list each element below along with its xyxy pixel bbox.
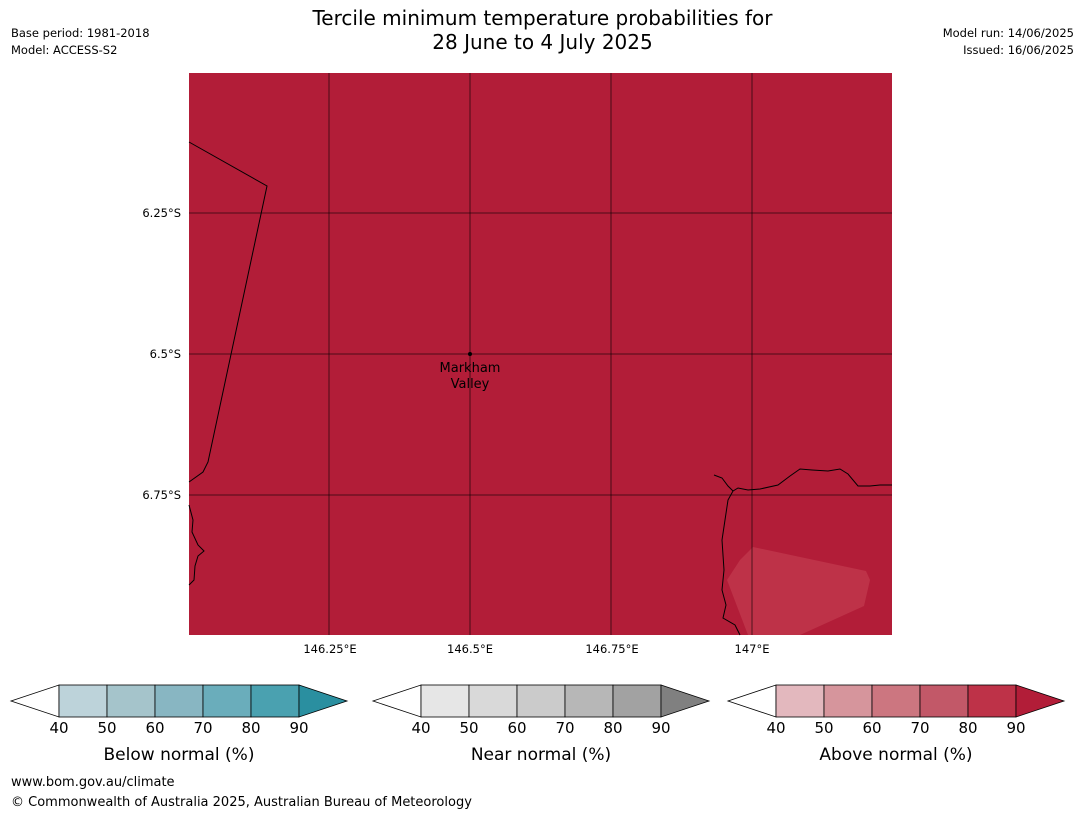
footer-url: www.bom.gov.au/climate — [11, 775, 175, 790]
colorbar-segment — [564, 684, 614, 718]
map-canvas: 6.25°S 6.5°S 6.75°S 146.25°E 146.5°E 146… — [142, 73, 892, 656]
title-line-1: Tercile minimum temperature probabilitie… — [312, 6, 773, 30]
colorbar-segment — [871, 684, 921, 718]
base-period: Base period: 1981-2018 — [11, 26, 150, 40]
colorbar-tick-label: 80 — [603, 719, 622, 737]
colorbar-segment — [823, 684, 873, 718]
border-line — [188, 141, 268, 483]
colorbar-tick-label: 50 — [97, 719, 116, 737]
lat-label: 6.25°S — [142, 206, 181, 220]
colorbar-tick-label: 90 — [1006, 719, 1025, 737]
colorbar-segment — [58, 684, 108, 718]
lon-label: 146.5°E — [447, 642, 493, 656]
place-name-line-2: Valley — [451, 377, 490, 392]
colorbar-extension-low — [726, 684, 777, 718]
colorbar-label-above: Above normal (%) — [819, 745, 973, 765]
colorbar-segment — [420, 684, 470, 718]
lat-label: 6.75°S — [142, 488, 181, 502]
colorbar-tick-label: 90 — [651, 719, 670, 737]
colorbar-tick-label: 80 — [958, 719, 977, 737]
colorbar-tick-label: 70 — [193, 719, 212, 737]
colorbar-segment — [154, 684, 204, 718]
title-line-2: 28 June to 4 July 2025 — [432, 30, 653, 54]
colorbar-tick-label: 70 — [910, 719, 929, 737]
colorbar-near-normal: 40 50 60 70 80 90 — [371, 684, 711, 737]
colorbar-segment — [250, 684, 300, 718]
map-title: Tercile minimum temperature probabilitie… — [0, 6, 1085, 54]
model-name: Model: ACCESS-S2 — [11, 43, 118, 57]
colorbar-segment — [967, 684, 1017, 718]
lat-label: 6.5°S — [150, 347, 181, 361]
colorbar-label-near: Near normal (%) — [470, 745, 612, 765]
issued-date: Issued: 16/06/2025 — [963, 43, 1074, 57]
model-info: Base period: 1981-2018 Model: ACCESS-S2 — [11, 25, 150, 59]
run-info: Model run: 14/06/2025 Issued: 16/06/2025 — [943, 25, 1074, 59]
colorbar-tick-label: 60 — [862, 719, 881, 737]
lon-label: 146.75°E — [585, 642, 638, 656]
lon-label: 147°E — [735, 642, 770, 656]
coastline-west — [188, 504, 205, 586]
colorbar-tick-label: 40 — [411, 719, 430, 737]
location-marker-icon — [468, 352, 472, 356]
colorbar-extension-high — [1015, 684, 1066, 718]
colorbar-segment — [775, 684, 825, 718]
colorbar-tick-label: 80 — [241, 719, 260, 737]
colorbar-label-below: Below normal (%) — [103, 745, 255, 765]
colorbar-segment — [468, 684, 518, 718]
footer-copyright: © Commonwealth of Australia 2025, Austra… — [11, 795, 472, 810]
colorbar-extension-low — [371, 684, 422, 718]
colorbar-segment — [202, 684, 252, 718]
model-run-date: Model run: 14/06/2025 — [942, 26, 1074, 40]
colorbar-tick-label: 50 — [459, 719, 478, 737]
colorbar-segment — [516, 684, 566, 718]
colorbar-segment — [612, 684, 662, 718]
colorbar-tick-label: 50 — [814, 719, 833, 737]
colorbar-above-normal: 40 50 60 70 80 90 — [726, 684, 1066, 737]
lon-label: 146.25°E — [303, 642, 356, 656]
probability-patch — [727, 547, 870, 635]
colorbar-tick-label: 60 — [507, 719, 526, 737]
colorbar-tick-label: 90 — [289, 719, 308, 737]
colorbar-extension-low — [9, 684, 60, 718]
colorbar-segment — [919, 684, 969, 718]
colorbar-tick-label: 40 — [766, 719, 785, 737]
colorbar-tick-label: 70 — [555, 719, 574, 737]
place-name-line-1: Markham — [440, 361, 501, 376]
colorbar-extension-high — [660, 684, 711, 718]
colorbar-segment — [106, 684, 156, 718]
colorbar-tick-label: 60 — [145, 719, 164, 737]
coastline-east-south — [721, 490, 741, 636]
coastline-east — [713, 468, 892, 492]
colorbar-below-normal: 40 50 60 70 80 90 — [9, 684, 349, 737]
colorbar-tick-label: 40 — [49, 719, 68, 737]
colorbar-extension-high — [298, 684, 349, 718]
colorbar-legend: 40 50 60 70 80 90 40 50 60 70 80 90 40 50 60 70 80 90 — [9, 684, 1066, 737]
